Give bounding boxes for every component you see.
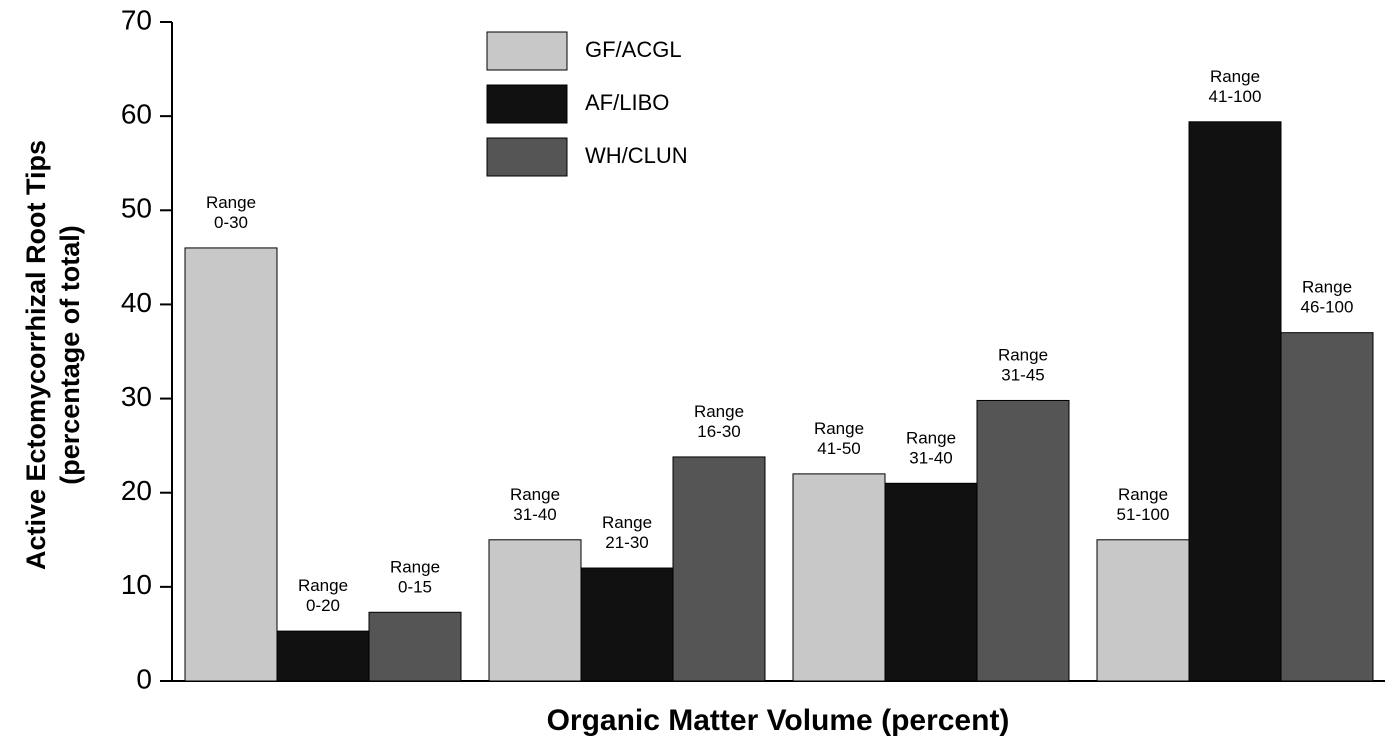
bar	[1280, 332, 1374, 682]
bar	[276, 630, 370, 682]
bar-annotation: Range 31-40	[906, 429, 956, 468]
bar	[884, 482, 978, 682]
bar-annotation: Range 0-30	[206, 193, 256, 232]
bar-annotation: Range 31-45	[998, 346, 1048, 385]
y-tick-label: 60	[121, 99, 152, 130]
bar-annotation: Range 31-40	[510, 485, 560, 524]
y-tick-label: 20	[121, 475, 152, 506]
y-tick-label: 40	[121, 287, 152, 318]
bar-annotation: Range 41-50	[814, 419, 864, 458]
bar-annotation: Range 46-100	[1301, 278, 1354, 317]
legend-label: WH/CLUN	[585, 143, 688, 168]
legend-label: GF/ACGL	[585, 37, 682, 62]
bar-annotation: Range 0-15	[390, 558, 440, 597]
bar	[1096, 539, 1190, 682]
bar	[672, 456, 766, 682]
bar	[368, 611, 462, 682]
bar-annotation: Range 0-20	[298, 577, 348, 616]
legend-swatch	[486, 84, 568, 124]
bar-annotation: Range 41-100	[1209, 67, 1262, 106]
bar	[580, 567, 674, 682]
bar-annotation: Range 21-30	[602, 514, 652, 553]
y-axis-subtitle: (percentage of total)	[55, 225, 85, 485]
y-tick-label: 50	[121, 193, 152, 224]
bar	[184, 247, 278, 682]
y-tick-label: 10	[121, 569, 152, 600]
legend-swatch	[486, 31, 568, 71]
bar-annotation: Range 16-30	[694, 402, 744, 441]
bar	[976, 399, 1070, 682]
y-tick-label: 30	[121, 381, 152, 412]
legend-label: AF/LIBO	[585, 90, 669, 115]
y-axis-title: Active Ectomycorrhizal Root Tips	[21, 140, 51, 570]
y-tick-label: 0	[136, 663, 152, 694]
bar-annotation: Range 51-100	[1117, 485, 1170, 524]
bar	[792, 473, 886, 682]
bar	[488, 539, 582, 682]
x-axis-title: Organic Matter Volume (percent)	[547, 704, 1010, 737]
y-tick-label: 70	[121, 4, 152, 35]
bar	[1188, 121, 1282, 682]
legend-swatch	[486, 137, 568, 177]
